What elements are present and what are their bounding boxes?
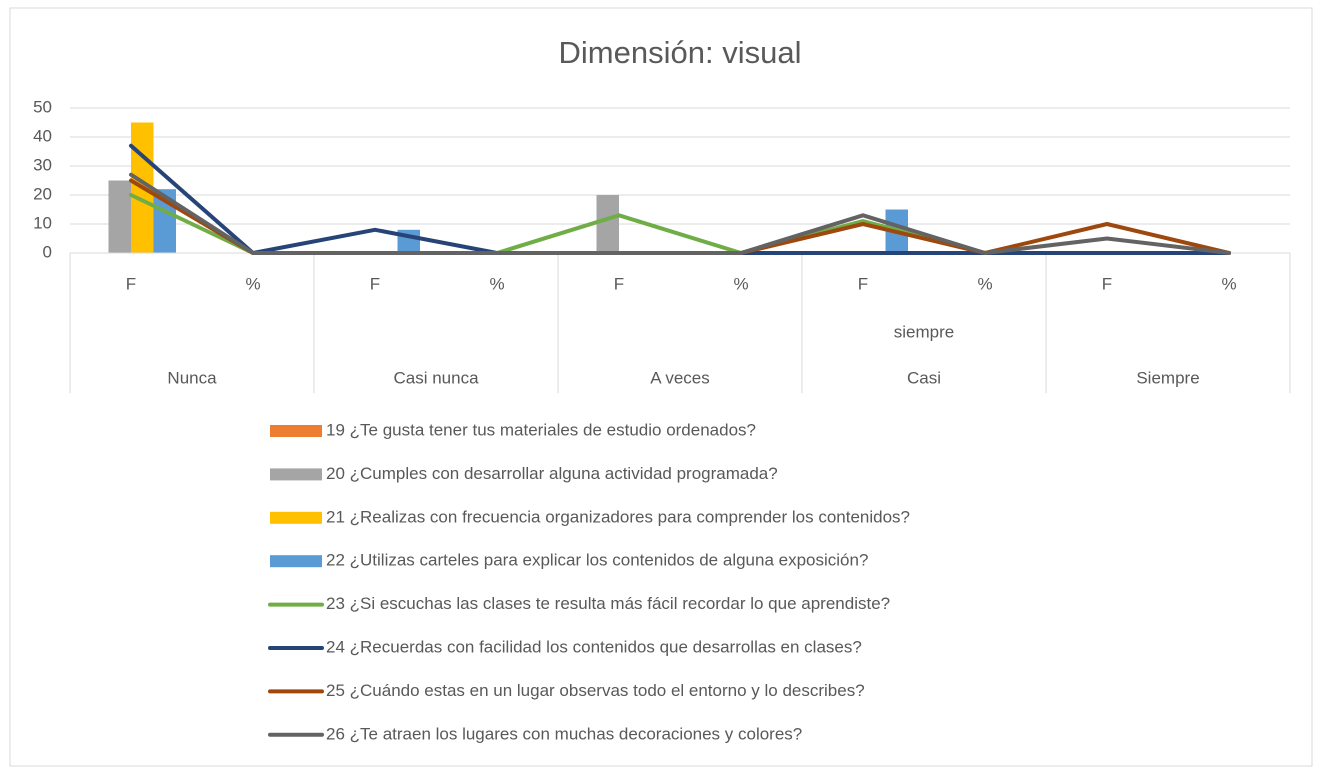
legend-label: 26 ¿Te atraen los lugares con muchas dec… [326,724,802,743]
y-tick-label: 30 [33,155,52,174]
group-label: Siempre [1136,368,1199,387]
y-tick-label: 20 [33,184,52,203]
bar [596,195,619,253]
legend-swatch [270,555,322,568]
chart-border [9,7,1313,767]
x-tick-label: % [1221,274,1236,293]
x-tick-label: F [858,274,868,293]
x-tick-label: F [126,274,136,293]
x-tick-label: F [614,274,624,293]
group-label: Nunca [167,368,217,387]
legend-label: 25 ¿Cuándo estas en un lugar observas to… [326,681,865,700]
y-tick-label: 40 [33,126,52,145]
legend-label: 24 ¿Recuerdas con facilidad los contenid… [326,637,862,656]
legend-swatch [270,511,322,524]
line-series [129,172,1231,255]
group-label: A veces [650,368,710,387]
legend-label: 19 ¿Te gusta tener tus materiales de est… [326,420,756,439]
x-tick-label: % [245,274,260,293]
legend-label: 21 ¿Realizas con frecuencia organizadore… [326,507,910,526]
group-label: Casi [907,368,941,387]
legend-swatch [270,468,322,481]
x-tick-label: % [733,274,748,293]
legend-label: 22 ¿Utilizas carteles para explicar los … [326,551,868,570]
bar [108,180,131,253]
x-tick-label: F [370,274,380,293]
y-tick-label: 50 [33,97,52,116]
x-tick-label: % [489,274,504,293]
y-tick-label: 10 [33,213,52,232]
legend-label: 20 ¿Cumples con desarrollar alguna activ… [326,464,778,483]
annotation: siempre [894,322,954,341]
group-label: Casi nunca [393,368,479,387]
legend-label: 23 ¿Si escuchas las clases te resulta má… [326,594,890,613]
x-tick-label: % [977,274,992,293]
y-tick-label: 0 [43,242,52,261]
x-tick-label: F [1102,274,1112,293]
chart-title: Dimensión: visual [559,35,802,70]
legend-swatch [270,425,322,437]
